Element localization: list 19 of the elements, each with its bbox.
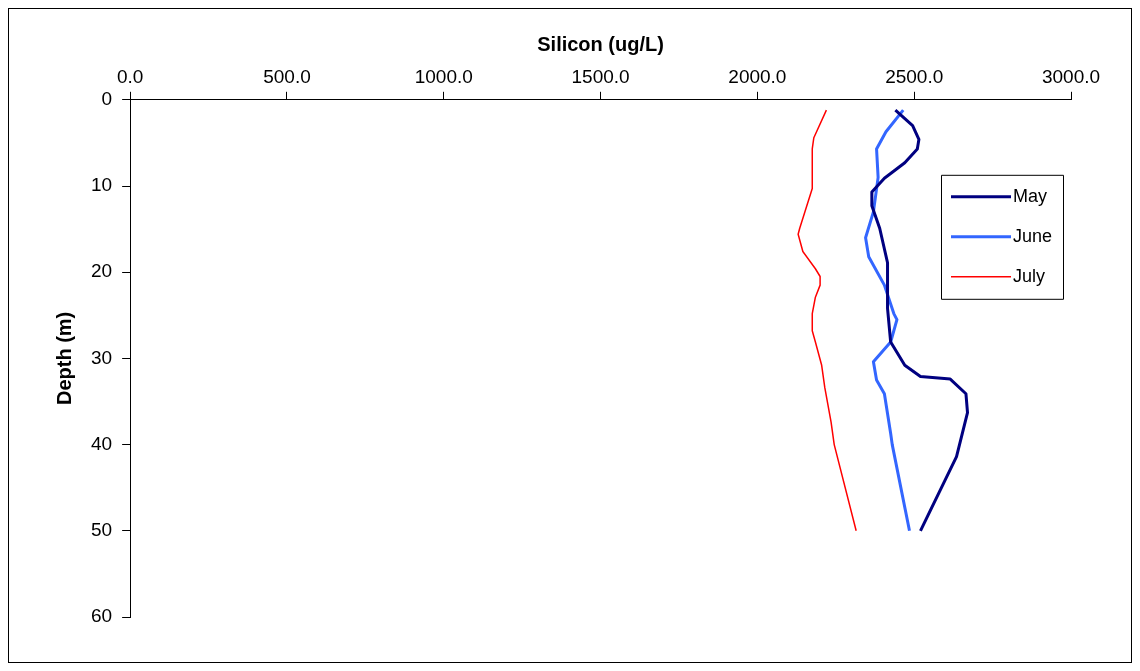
legend-label: June [1013,225,1053,246]
x-tick-label: 1500.0 [571,65,630,87]
x-tick-label: 500.0 [263,65,311,87]
x-axis-title: Silicon (ug/L) [537,32,664,55]
y-tick-label: 30 [90,346,113,368]
legend-label: July [1013,265,1046,286]
x-tick-label: 1000.0 [414,65,473,87]
y-tick-label: 20 [90,260,113,282]
x-tick-label: 2500.0 [885,65,944,87]
legend-label: May [1013,185,1048,206]
x-tick-label: 3000.0 [1041,65,1101,87]
y-tick-label: 40 [90,432,113,454]
x-tick-label: 0.0 [116,65,144,87]
y-tick-label: 60 [90,605,113,627]
x-tick-label: 2000.0 [728,65,787,87]
y-axis-title: Depth (m) [52,311,75,406]
y-tick-label: 0 [101,88,113,110]
y-tick-label: 10 [90,174,113,196]
y-tick-label: 50 [90,519,113,541]
